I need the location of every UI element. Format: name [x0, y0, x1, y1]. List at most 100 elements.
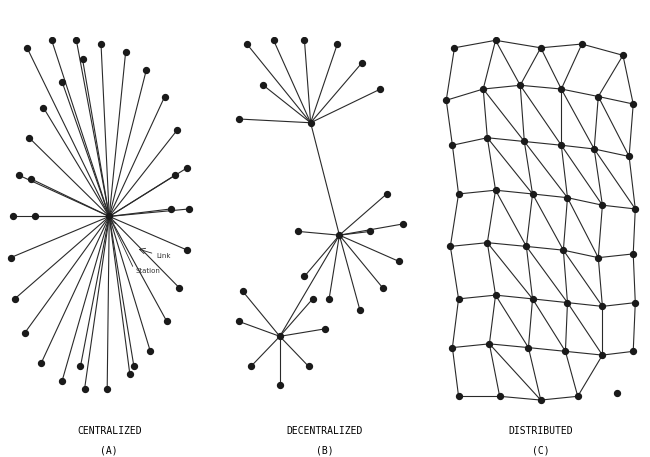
Point — [24, 134, 34, 141]
Point — [104, 213, 114, 220]
Point — [515, 82, 525, 89]
Point — [556, 142, 567, 149]
Text: CENTRALIZED: CENTRALIZED — [77, 426, 142, 436]
Point — [556, 85, 567, 93]
Point — [449, 44, 460, 52]
Point — [22, 44, 32, 52]
Point — [320, 325, 330, 333]
Point — [172, 127, 182, 134]
Point — [182, 246, 192, 254]
Text: (A): (A) — [101, 445, 118, 455]
Point — [304, 363, 314, 370]
Point — [447, 344, 458, 351]
Point — [593, 254, 603, 261]
Text: (C): (C) — [532, 445, 549, 455]
Point — [453, 393, 463, 400]
Point — [129, 363, 139, 370]
Point — [378, 284, 388, 291]
Point — [375, 85, 385, 93]
Point — [490, 186, 501, 194]
Point — [398, 220, 408, 228]
Point — [274, 333, 285, 340]
Point — [334, 232, 345, 239]
Point — [536, 44, 546, 52]
Point — [593, 93, 603, 100]
Point — [562, 194, 573, 202]
Text: DISTRIBUTED: DISTRIBUTED — [508, 426, 573, 436]
Point — [527, 295, 538, 303]
Point — [523, 344, 534, 351]
Point — [120, 48, 131, 55]
Point — [125, 370, 135, 377]
Point — [382, 190, 392, 197]
Point — [521, 243, 532, 250]
Point — [145, 348, 155, 355]
Point — [10, 295, 20, 303]
Point — [490, 37, 501, 44]
Point — [14, 171, 24, 179]
Point — [447, 142, 458, 149]
Point — [30, 213, 40, 220]
Point — [7, 213, 18, 220]
Point — [184, 205, 194, 213]
Point — [628, 101, 638, 108]
Point — [441, 96, 452, 104]
Point — [560, 348, 571, 355]
Point — [618, 52, 628, 59]
Point — [490, 292, 501, 299]
Text: Station: Station — [136, 268, 161, 274]
Point — [365, 228, 376, 235]
Point — [478, 85, 488, 93]
Point — [597, 202, 608, 209]
Text: DECENTRALIZED: DECENTRALIZED — [287, 426, 363, 436]
Point — [47, 37, 57, 44]
Point — [96, 40, 106, 48]
Point — [166, 205, 176, 213]
Point — [268, 37, 279, 44]
Point — [630, 205, 640, 213]
Point — [36, 359, 47, 366]
Point — [558, 246, 569, 254]
Point — [624, 153, 634, 160]
Point — [394, 258, 404, 265]
Point — [495, 393, 505, 400]
Point — [75, 363, 86, 370]
Point — [57, 78, 67, 85]
Point — [324, 295, 334, 303]
Point — [274, 382, 285, 389]
Point — [573, 393, 583, 400]
Point — [482, 239, 493, 246]
Point — [306, 119, 316, 127]
Point — [628, 250, 638, 258]
Point — [332, 40, 343, 48]
Point — [628, 348, 638, 355]
Point — [484, 340, 495, 347]
Text: (B): (B) — [316, 445, 334, 455]
Point — [612, 389, 622, 396]
Point — [445, 243, 456, 250]
Point — [26, 175, 36, 183]
Point — [299, 37, 309, 44]
Point — [57, 377, 67, 385]
Point — [577, 40, 587, 48]
Point — [233, 318, 244, 325]
Point — [355, 307, 365, 314]
Point — [453, 295, 463, 303]
Point — [77, 55, 88, 63]
Point — [38, 104, 49, 112]
Point — [597, 351, 608, 359]
Point — [182, 164, 192, 171]
Point — [141, 67, 151, 74]
Point — [597, 303, 608, 310]
Point — [102, 385, 112, 393]
Point — [299, 273, 309, 280]
Point — [589, 145, 599, 153]
Point — [159, 93, 170, 100]
Point — [562, 299, 573, 306]
Point — [519, 138, 530, 145]
Point — [5, 254, 16, 261]
Point — [536, 396, 546, 404]
Point — [233, 115, 244, 122]
Point — [162, 318, 172, 325]
Point — [527, 190, 538, 197]
